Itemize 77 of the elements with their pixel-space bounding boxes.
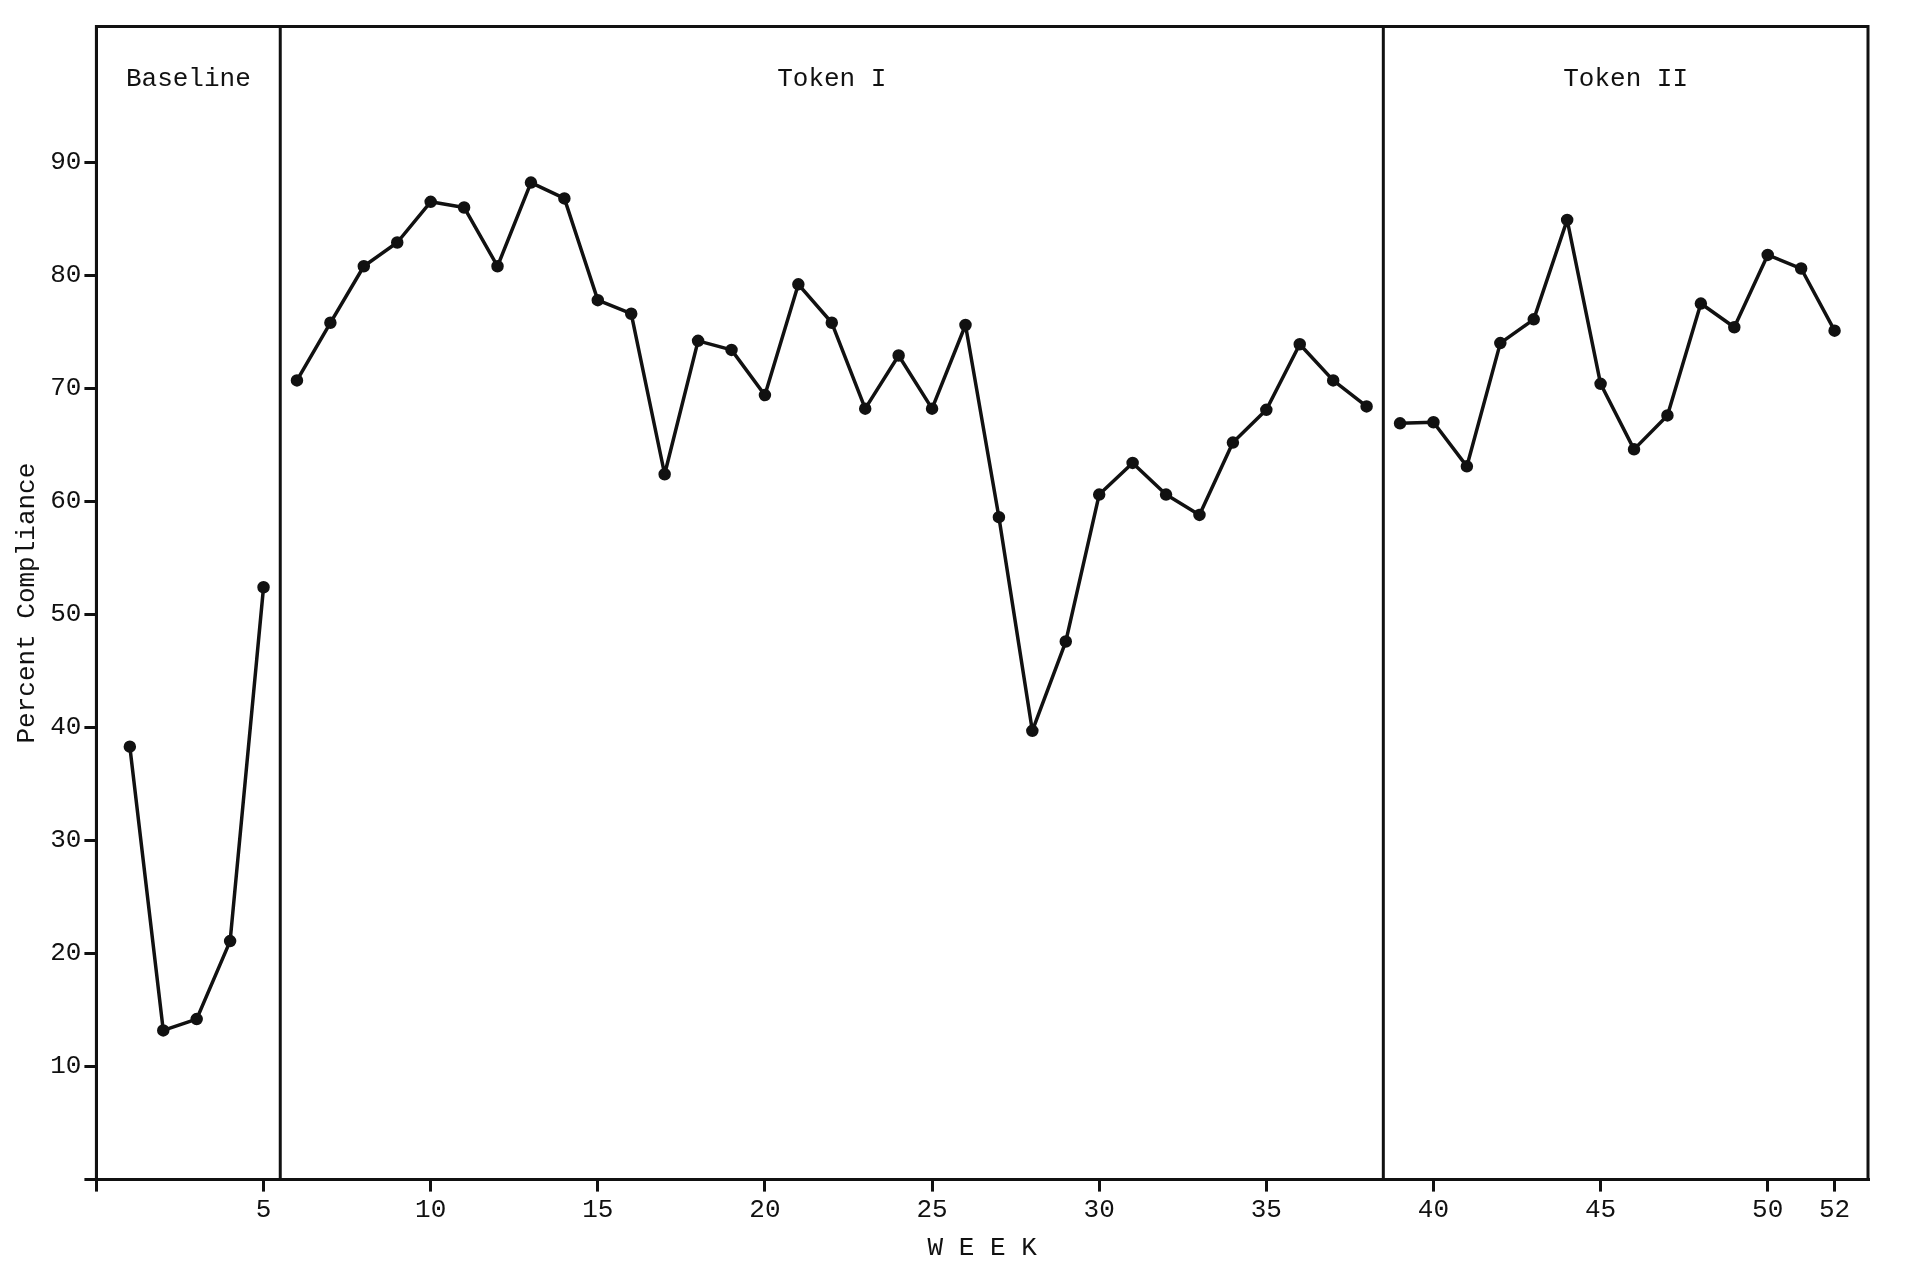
point [257, 581, 270, 594]
point [1694, 297, 1708, 310]
point [1527, 313, 1540, 326]
x-tick-label: 50 [1752, 1195, 1784, 1226]
point [725, 343, 738, 357]
y-tick-label: 40 [50, 712, 82, 743]
point [457, 201, 471, 214]
y-tick-label: 10 [50, 1051, 82, 1082]
x-tick-label: 40 [1417, 1195, 1450, 1226]
point [792, 278, 805, 291]
point [324, 316, 337, 330]
annotation: Token II [1563, 64, 1689, 95]
point [892, 349, 905, 362]
point [758, 388, 772, 402]
x-tick-label: 5 [255, 1195, 272, 1226]
point [1092, 488, 1106, 501]
point [123, 740, 137, 753]
point [1393, 417, 1407, 430]
point [658, 467, 671, 481]
point [1560, 213, 1574, 227]
x-tick-label: 30 [1083, 1195, 1115, 1226]
x-tick-label: 20 [749, 1195, 781, 1226]
point [558, 192, 571, 205]
point [1026, 724, 1039, 738]
x-tick-label: 35 [1250, 1195, 1282, 1226]
point [1260, 403, 1273, 417]
point [624, 307, 638, 320]
x-tick-label: 25 [916, 1195, 948, 1226]
point [157, 1024, 170, 1037]
x-tick-label: 52 [1818, 1195, 1851, 1226]
x-tick-label: 45 [1584, 1195, 1617, 1226]
point [1728, 321, 1741, 334]
point [825, 316, 839, 330]
point [1594, 377, 1607, 391]
annotation: Token I [777, 64, 887, 95]
point [691, 334, 705, 348]
x-tick-label: 10 [415, 1195, 447, 1226]
point [491, 259, 504, 273]
y-tick-label: 20 [50, 938, 82, 969]
point [290, 374, 304, 387]
point [1226, 436, 1240, 449]
point [1494, 336, 1507, 350]
annotation: Baseline [125, 64, 251, 95]
point [390, 236, 404, 249]
point [1828, 324, 1841, 337]
point [1059, 635, 1073, 648]
point [591, 293, 605, 307]
y-tick-label: 70 [50, 373, 82, 404]
point [959, 318, 972, 332]
point [223, 934, 237, 948]
y-axis-title: Percent Compliance [12, 462, 43, 744]
x-tick-label: 15 [582, 1195, 614, 1226]
y-tick-label: 80 [50, 260, 82, 291]
point [424, 195, 437, 209]
point [1159, 488, 1173, 501]
point [1761, 248, 1774, 262]
point [1794, 262, 1808, 275]
point [992, 510, 1006, 524]
point [1193, 508, 1206, 522]
point [1661, 409, 1674, 422]
y-tick-label: 50 [50, 599, 82, 630]
y-tick-label: 30 [50, 825, 82, 856]
point [1427, 415, 1440, 429]
point [1126, 456, 1139, 470]
y-tick-label: 60 [50, 486, 82, 517]
x-axis-title: W E E K [927, 1233, 1038, 1264]
point [524, 176, 538, 189]
point [1627, 443, 1641, 456]
point [858, 402, 872, 415]
point [1293, 337, 1306, 351]
point [1360, 400, 1373, 413]
point [1460, 460, 1474, 473]
y-tick-label: 90 [50, 147, 82, 178]
point [190, 1012, 203, 1026]
point [357, 259, 371, 273]
point [925, 402, 939, 415]
point [1326, 374, 1340, 387]
